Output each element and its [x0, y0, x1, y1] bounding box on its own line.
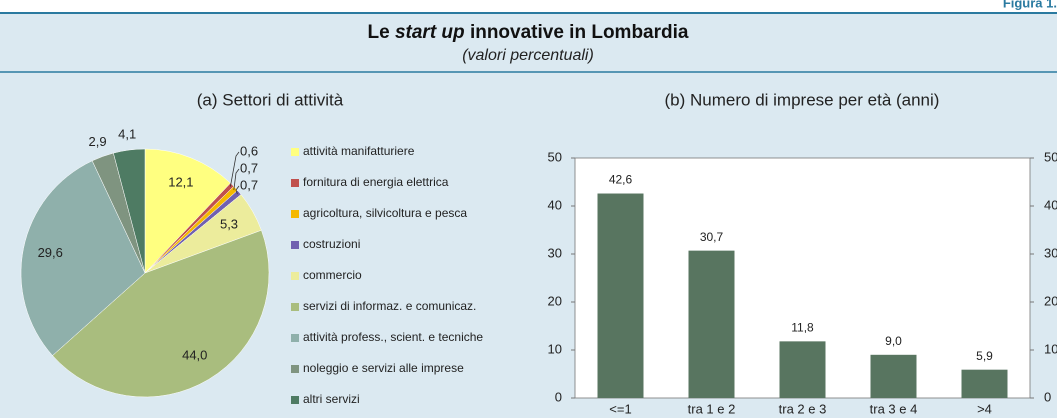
y2-tick-label: 10: [1044, 341, 1057, 356]
data-label: 5,3: [220, 217, 238, 232]
y-tick-label: 50: [548, 149, 562, 164]
bar: [779, 341, 826, 398]
y2-tick-label: 0: [1044, 389, 1051, 404]
legend-swatch: [291, 303, 299, 311]
leader-line: [229, 151, 240, 187]
data-label: 30,7: [700, 230, 724, 244]
x-tick-label: <=1: [609, 401, 631, 416]
title-part: start up: [395, 22, 465, 43]
legend-swatch: [291, 365, 299, 373]
y2-tick-label: 50: [1044, 149, 1057, 164]
legend-swatch: [291, 396, 299, 404]
pie-slice: [113, 148, 146, 274]
legend-swatch: [291, 179, 299, 187]
y2-tick-label: 20: [1044, 293, 1057, 308]
x-tick-label: tra 2 e 3: [779, 401, 827, 416]
pie-slice: [52, 229, 270, 398]
data-label: 29,6: [38, 245, 63, 260]
y-tick-label: 10: [548, 341, 562, 356]
data-label: 0,7: [240, 177, 258, 192]
figure-label: Figura 1.: [1003, 0, 1057, 10]
data-label: 9,0: [885, 334, 902, 348]
legend-label: commercio: [303, 268, 362, 282]
data-label: 42,6: [609, 173, 633, 187]
legend-label: costruzioni: [303, 237, 360, 251]
leader-line: [235, 185, 240, 195]
title-part: Le: [368, 22, 390, 43]
legend-label: fornitura di energia elettrica: [303, 175, 449, 189]
y-tick-label: 40: [548, 197, 562, 212]
y-tick-label: 20: [548, 293, 562, 308]
pie-slice: [20, 160, 146, 356]
chart-title: (b) Numero di imprese per età (anni): [665, 90, 940, 109]
legend-label: altri servizi: [303, 392, 360, 406]
legend-swatch: [291, 334, 299, 342]
legend-label: attività manifatturiere: [303, 144, 415, 158]
subtitle: (valori percentuali): [462, 47, 594, 64]
title-part: innovative in Lombardia: [470, 22, 689, 43]
bar: [870, 354, 917, 398]
legend-swatch: [291, 272, 299, 280]
x-tick-label: tra 3 e 4: [870, 401, 918, 416]
bar: [961, 369, 1008, 398]
leader-line: [233, 168, 240, 191]
legend-swatch: [291, 148, 299, 156]
title: Le start up innovative in Lombardia: [368, 22, 689, 43]
top-strip: [0, 0, 1057, 13]
data-label: 2,9: [89, 134, 107, 149]
legend-swatch: [291, 241, 299, 249]
data-label: 0,7: [240, 160, 258, 175]
x-tick-label: tra 1 e 2: [688, 401, 736, 416]
bar: [688, 250, 735, 398]
legend-label: attività profess., scient. e tecniche: [303, 330, 483, 344]
y2-tick-label: 30: [1044, 245, 1057, 260]
pie-slice: [144, 148, 231, 274]
data-label: 5,9: [976, 349, 993, 363]
y-tick-label: 30: [548, 245, 562, 260]
data-label: 0,6: [240, 143, 258, 158]
y-tick-label: 0: [555, 389, 562, 404]
legend-swatch: [291, 210, 299, 218]
x-tick-label: >4: [977, 401, 992, 416]
chart-title: (a) Settori di attività: [197, 90, 344, 109]
data-label: 4,1: [118, 127, 136, 142]
legend-label: servizi di informaz. e comunicaz.: [303, 299, 476, 313]
y2-tick-label: 40: [1044, 197, 1057, 212]
data-label: 12,1: [168, 175, 193, 190]
legend-label: noleggio e servizi alle imprese: [303, 361, 464, 375]
legend-label: agricoltura, silvicoltura e pesca: [303, 206, 467, 220]
data-label: 44,0: [182, 347, 207, 362]
bar: [597, 193, 644, 398]
data-label: 11,8: [791, 321, 814, 335]
